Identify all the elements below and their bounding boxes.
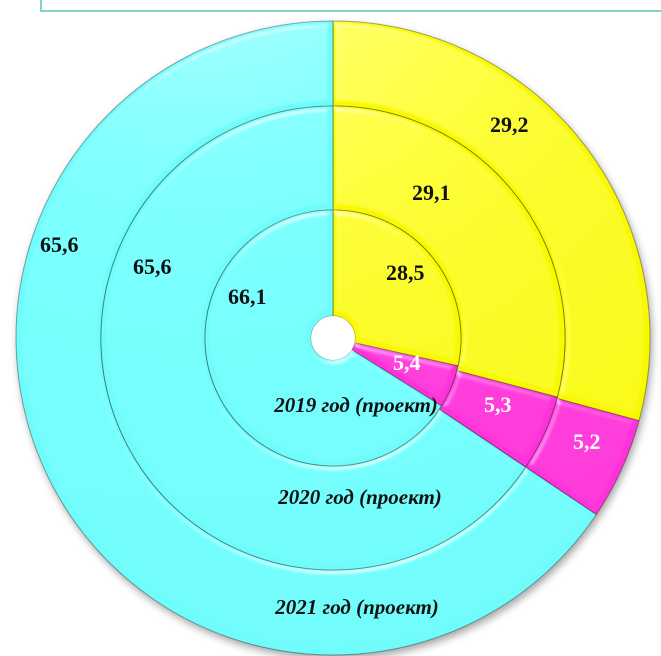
data-label-ring2-segment_3: 5,3	[484, 392, 512, 417]
data-label-ring3-segment_2: 29,2	[490, 112, 529, 137]
center-hole	[311, 316, 355, 360]
ring-label-3: 2021 год (проект)	[274, 595, 439, 619]
top-frame	[40, 0, 661, 12]
data-label-ring2-segment_1: 65,6	[133, 254, 172, 279]
data-label-ring1-segment_2: 28,5	[386, 260, 425, 285]
data-label-ring3-segment_1: 65,6	[40, 232, 79, 257]
data-label-ring2-segment_2: 29,1	[412, 180, 451, 205]
data-label-ring1-segment_1: 66,1	[228, 284, 267, 309]
data-label-ring3-segment_3: 5,2	[573, 429, 601, 454]
ring-label-1: 2019 год (проект)	[273, 393, 438, 417]
ring-label-2: 2020 год (проект)	[277, 485, 442, 509]
data-label-ring1-segment_3: 5,4	[393, 350, 421, 375]
